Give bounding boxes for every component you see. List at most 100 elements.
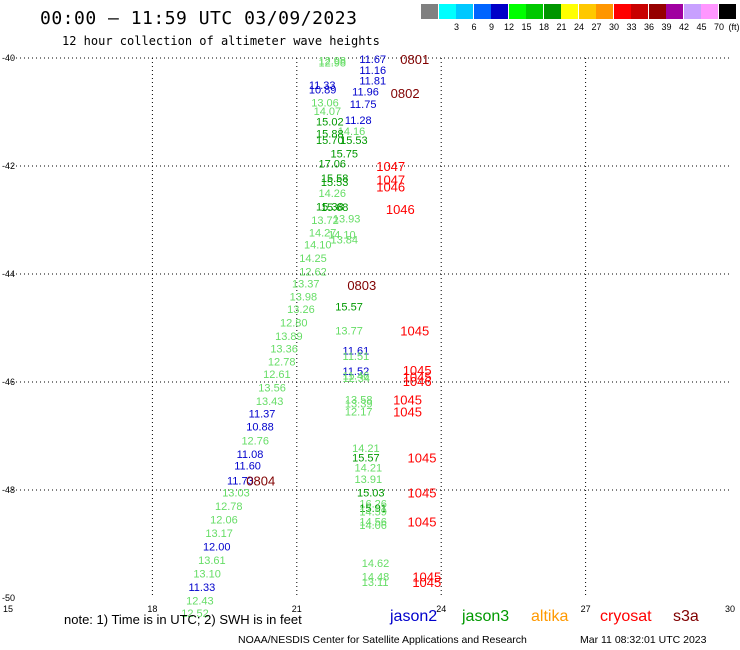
legend-swatch <box>526 4 543 19</box>
wave-height-value: 13.10 <box>193 569 221 581</box>
wave-height-value: 12.98 <box>318 57 346 69</box>
pass-time-label: 0801 <box>400 52 429 67</box>
x-tick-label: 27 <box>581 604 591 614</box>
pass-time-label: 1046 <box>376 180 405 195</box>
wave-height-value: 12.61 <box>263 369 291 381</box>
y-tick-label: -40 <box>2 53 15 63</box>
pass-time-label: 1046 <box>386 202 415 217</box>
wave-height-value: 14.21 <box>355 462 383 474</box>
wave-height-value: 11.61 <box>343 346 370 358</box>
legend-label: 33 <box>626 22 637 32</box>
legend-label: 30 <box>608 22 619 32</box>
x-tick-label: 15 <box>3 604 13 614</box>
wave-height-value: 11.08 <box>237 449 264 461</box>
legend-swatch <box>701 4 718 19</box>
wave-height-value: 11.33 <box>189 582 216 594</box>
wave-height-value: 11.46 <box>343 371 370 383</box>
wave-height-value: 17.06 <box>318 158 346 170</box>
legend-label: 24 <box>573 22 584 32</box>
legend-label: 9 <box>488 22 494 32</box>
wave-height-value: 10.89 <box>309 84 337 96</box>
legend-label: 12 <box>503 22 514 32</box>
wave-height-value: 12.52 <box>181 608 209 620</box>
legend-swatch <box>683 4 701 19</box>
legend-label: 39 <box>661 22 672 32</box>
wave-height-value: 15.57 <box>352 453 380 465</box>
wave-height-value: 15.57 <box>335 301 363 313</box>
wave-height-value: 12.62 <box>299 266 327 278</box>
legend-swatch <box>578 4 596 19</box>
wave-height-value: 14.10 <box>328 230 356 242</box>
wave-height-value: 11.96 <box>352 86 379 98</box>
legend-label: 18 <box>538 22 549 32</box>
wave-height-value: 14.27 <box>309 227 337 239</box>
legend-label: 15 <box>521 22 532 32</box>
legend-swatch <box>543 4 561 19</box>
wave-height-value: 13.84 <box>330 234 358 246</box>
legend-swatch <box>508 4 526 19</box>
wave-height-value: 13.72 <box>311 215 339 227</box>
wave-height-value: 12.17 <box>345 407 373 419</box>
wave-height-value: 11.60 <box>234 461 261 473</box>
x-tick-label: 18 <box>147 604 157 614</box>
wave-height-value: 13.61 <box>198 555 226 567</box>
wave-height-value: 13.36 <box>270 344 298 356</box>
wave-height-value: 12.78 <box>215 501 243 513</box>
footer-note: note: 1) Time is in UTC; 2) SWH is in fe… <box>64 612 302 627</box>
wave-height-value: 11.81 <box>359 76 386 88</box>
page-subtitle: 12 hour collection of altimeter wave hei… <box>62 34 380 48</box>
y-tick-label: -50 <box>2 593 15 603</box>
pass-time-label: 1045 <box>412 569 441 584</box>
legend-label: 42 <box>678 22 689 32</box>
pass-time-label: 1047 <box>376 173 405 188</box>
wave-height-value: 11.75 <box>350 99 377 111</box>
legend-swatch <box>473 4 491 19</box>
wave-height-value: 13.98 <box>290 292 318 304</box>
wave-height-value: 15.70 <box>316 135 344 147</box>
pass-time-label: 1045 <box>408 486 437 501</box>
wave-height-value: 14.56 <box>359 516 387 528</box>
pass-time-label: 1045 <box>403 363 432 378</box>
wave-height-value: 13.43 <box>256 396 284 408</box>
mission-label-jason2: jason2 <box>390 608 438 625</box>
wave-height-value: 12.43 <box>186 596 214 608</box>
wave-height-value: 11.73 <box>227 475 254 487</box>
wave-height-value: 13.03 <box>222 488 250 500</box>
y-tick-label: -42 <box>2 161 15 171</box>
y-tick-label: -46 <box>2 377 15 387</box>
legend-label: 70 <box>713 22 724 32</box>
legend-label: 27 <box>591 22 602 32</box>
wave-height-value: 13.06 <box>311 97 339 109</box>
y-tick-label: -44 <box>2 269 15 279</box>
pass-time-label: 1047 <box>376 159 405 174</box>
legend-label: 3 <box>453 22 459 32</box>
wave-height-value: 13.39 <box>345 399 373 411</box>
wave-height-value: 15.53 <box>321 177 349 189</box>
pass-time-label: 1045 <box>393 392 422 407</box>
legend-swatch <box>666 4 683 19</box>
wave-height-value: 15.02 <box>316 117 344 129</box>
legend-swatch <box>421 4 438 19</box>
legend-swatch <box>561 4 578 19</box>
legend-label: 36 <box>643 22 654 32</box>
mission-label-s3a: s3a <box>673 608 699 625</box>
pass-time-label: 1045 <box>393 405 422 420</box>
legend-swatch <box>648 4 666 19</box>
pass-time-label: 0804 <box>246 473 275 488</box>
wave-height-value: 15.58 <box>321 173 349 185</box>
x-tick-label: 24 <box>436 604 446 614</box>
pass-time-label: 1045 <box>403 370 432 385</box>
legend-swatch <box>596 4 613 19</box>
wave-height-value: 13.17 <box>205 528 233 540</box>
wave-height-value: 12.00 <box>203 542 231 554</box>
mission-label-altika: altika <box>531 608 569 625</box>
wave-height-value: 12.98 <box>318 56 346 68</box>
legend-swatch <box>613 4 631 19</box>
pass-time-label: 0802 <box>391 86 420 101</box>
x-tick-label: 21 <box>292 604 302 614</box>
wave-height-value: 14.07 <box>314 106 342 118</box>
wave-height-value: 13.58 <box>345 394 373 406</box>
legend-label: 21 <box>556 22 567 32</box>
wave-height-value: 11.37 <box>249 408 276 420</box>
wave-height-value: 15.38 <box>316 202 344 214</box>
